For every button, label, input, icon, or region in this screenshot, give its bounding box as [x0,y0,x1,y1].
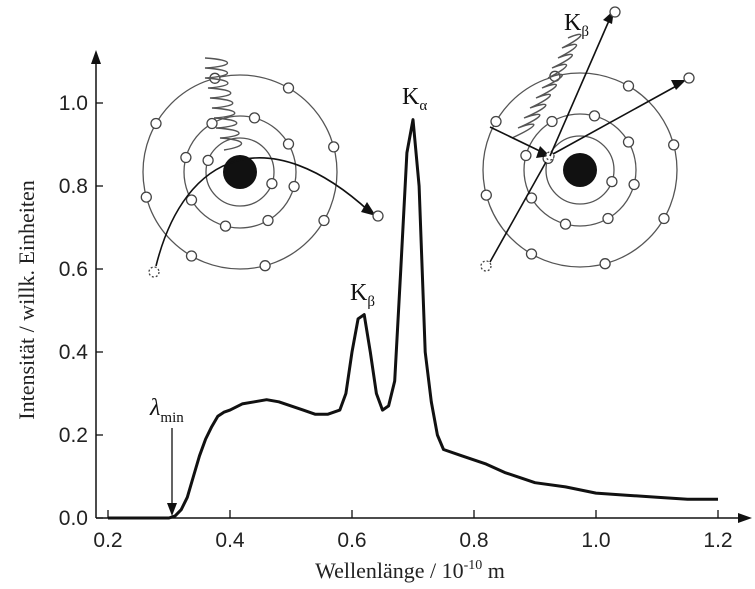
atom-diagram-left [140,57,384,278]
y-tick-label: 0.4 [59,341,89,364]
electron [658,212,670,225]
electron [328,141,340,153]
nucleus [223,155,257,189]
electron [262,214,274,227]
electron [628,178,640,191]
k-beta-inset-subscript: β [581,24,589,40]
incoming-electron [148,266,160,278]
orbit-inner [205,137,275,207]
electron [185,194,198,206]
electron [490,115,502,128]
x-tick-label: 0.4 [215,529,245,552]
electron [180,151,192,164]
electron-trajectory [155,157,371,267]
x-tick-label: 0.6 [337,529,366,552]
orbit-outer [482,72,678,268]
ejected-arrowhead [671,80,686,90]
svg-text:λmin: λmin [149,395,184,426]
lambda-min-subscript: min [160,410,184,426]
y-tick-label: 0.0 [59,507,88,530]
trajectory-arrowhead [361,202,376,216]
electron [282,138,295,150]
x-axis-title-unit: m [482,558,505,583]
electron [266,177,278,190]
electron [202,154,214,167]
orbit-inner [545,135,615,205]
y-tick-label: 1.0 [59,92,88,115]
electron [525,248,538,260]
k-beta-inset-label: Kβ [564,10,589,40]
orbit-middle [183,115,297,229]
ejected-trajectory [552,83,681,155]
incoming-trajectory [489,161,547,263]
electron [622,136,635,148]
electron [150,117,162,130]
electron [588,110,601,122]
electron [606,175,618,188]
spectrum-line [108,118,718,520]
electron [185,250,198,262]
x-tick-label: 1.2 [703,529,732,552]
incoming-electron [480,260,492,272]
electron [288,180,300,193]
electron [219,220,232,232]
nucleus [563,153,597,187]
x-axis-arrow [738,513,752,523]
x-tick-label: 1.0 [581,529,610,552]
electron [480,189,492,201]
orbit-outer [142,74,338,270]
electron [520,149,532,162]
electron [546,115,558,128]
k-beta-electron [609,6,621,18]
electron [668,139,680,151]
ejected-electron [372,210,384,222]
y-ticks: 0.0 0.2 0.4 0.6 0.8 1.0 [59,92,103,530]
orbit-middle [523,113,637,227]
electrons [480,70,680,270]
x-axis-title-exponent: -10 [464,558,483,573]
lambda-min-annotation: λmin [149,395,184,516]
electron [622,80,635,92]
k-beta-subscript: β [367,294,375,310]
y-axis-arrow [91,50,101,64]
ejected-electron [683,72,695,84]
electron [248,112,261,124]
photon-wave [204,57,243,151]
atom-diagram-right: Kβ [480,6,695,272]
x-tick-label: 0.2 [93,529,122,552]
lambda-min-symbol: λ [149,395,160,421]
y-tick-label: 0.6 [59,258,88,281]
electron [140,191,152,203]
electron [206,117,218,130]
electrons [140,72,340,272]
electron [282,82,295,94]
axes [91,50,752,523]
x-axis-title: Wellenlänge / 10-10 m [315,558,505,583]
electron [602,212,614,225]
k-beta-label: Kβ [350,280,375,310]
lambda-min-arrowhead [167,503,177,516]
k-alpha-label: Kα [402,84,427,114]
y-tick-label: 0.8 [59,175,88,198]
photon-wave [511,33,582,139]
electron [599,258,611,270]
electron [559,218,572,230]
electron [259,260,271,272]
y-axis-title: Intensität / willk. Einheiten [14,180,39,420]
emitted-k-beta-line [549,15,612,157]
electron [318,214,330,227]
transition-arrow [489,126,547,155]
k-alpha-subscript: α [419,98,427,114]
x-tick-label: 0.8 [459,529,488,552]
y-tick-label: 0.2 [59,424,88,447]
x-ticks: 0.2 0.4 0.6 0.8 1.0 1.2 [93,510,733,552]
